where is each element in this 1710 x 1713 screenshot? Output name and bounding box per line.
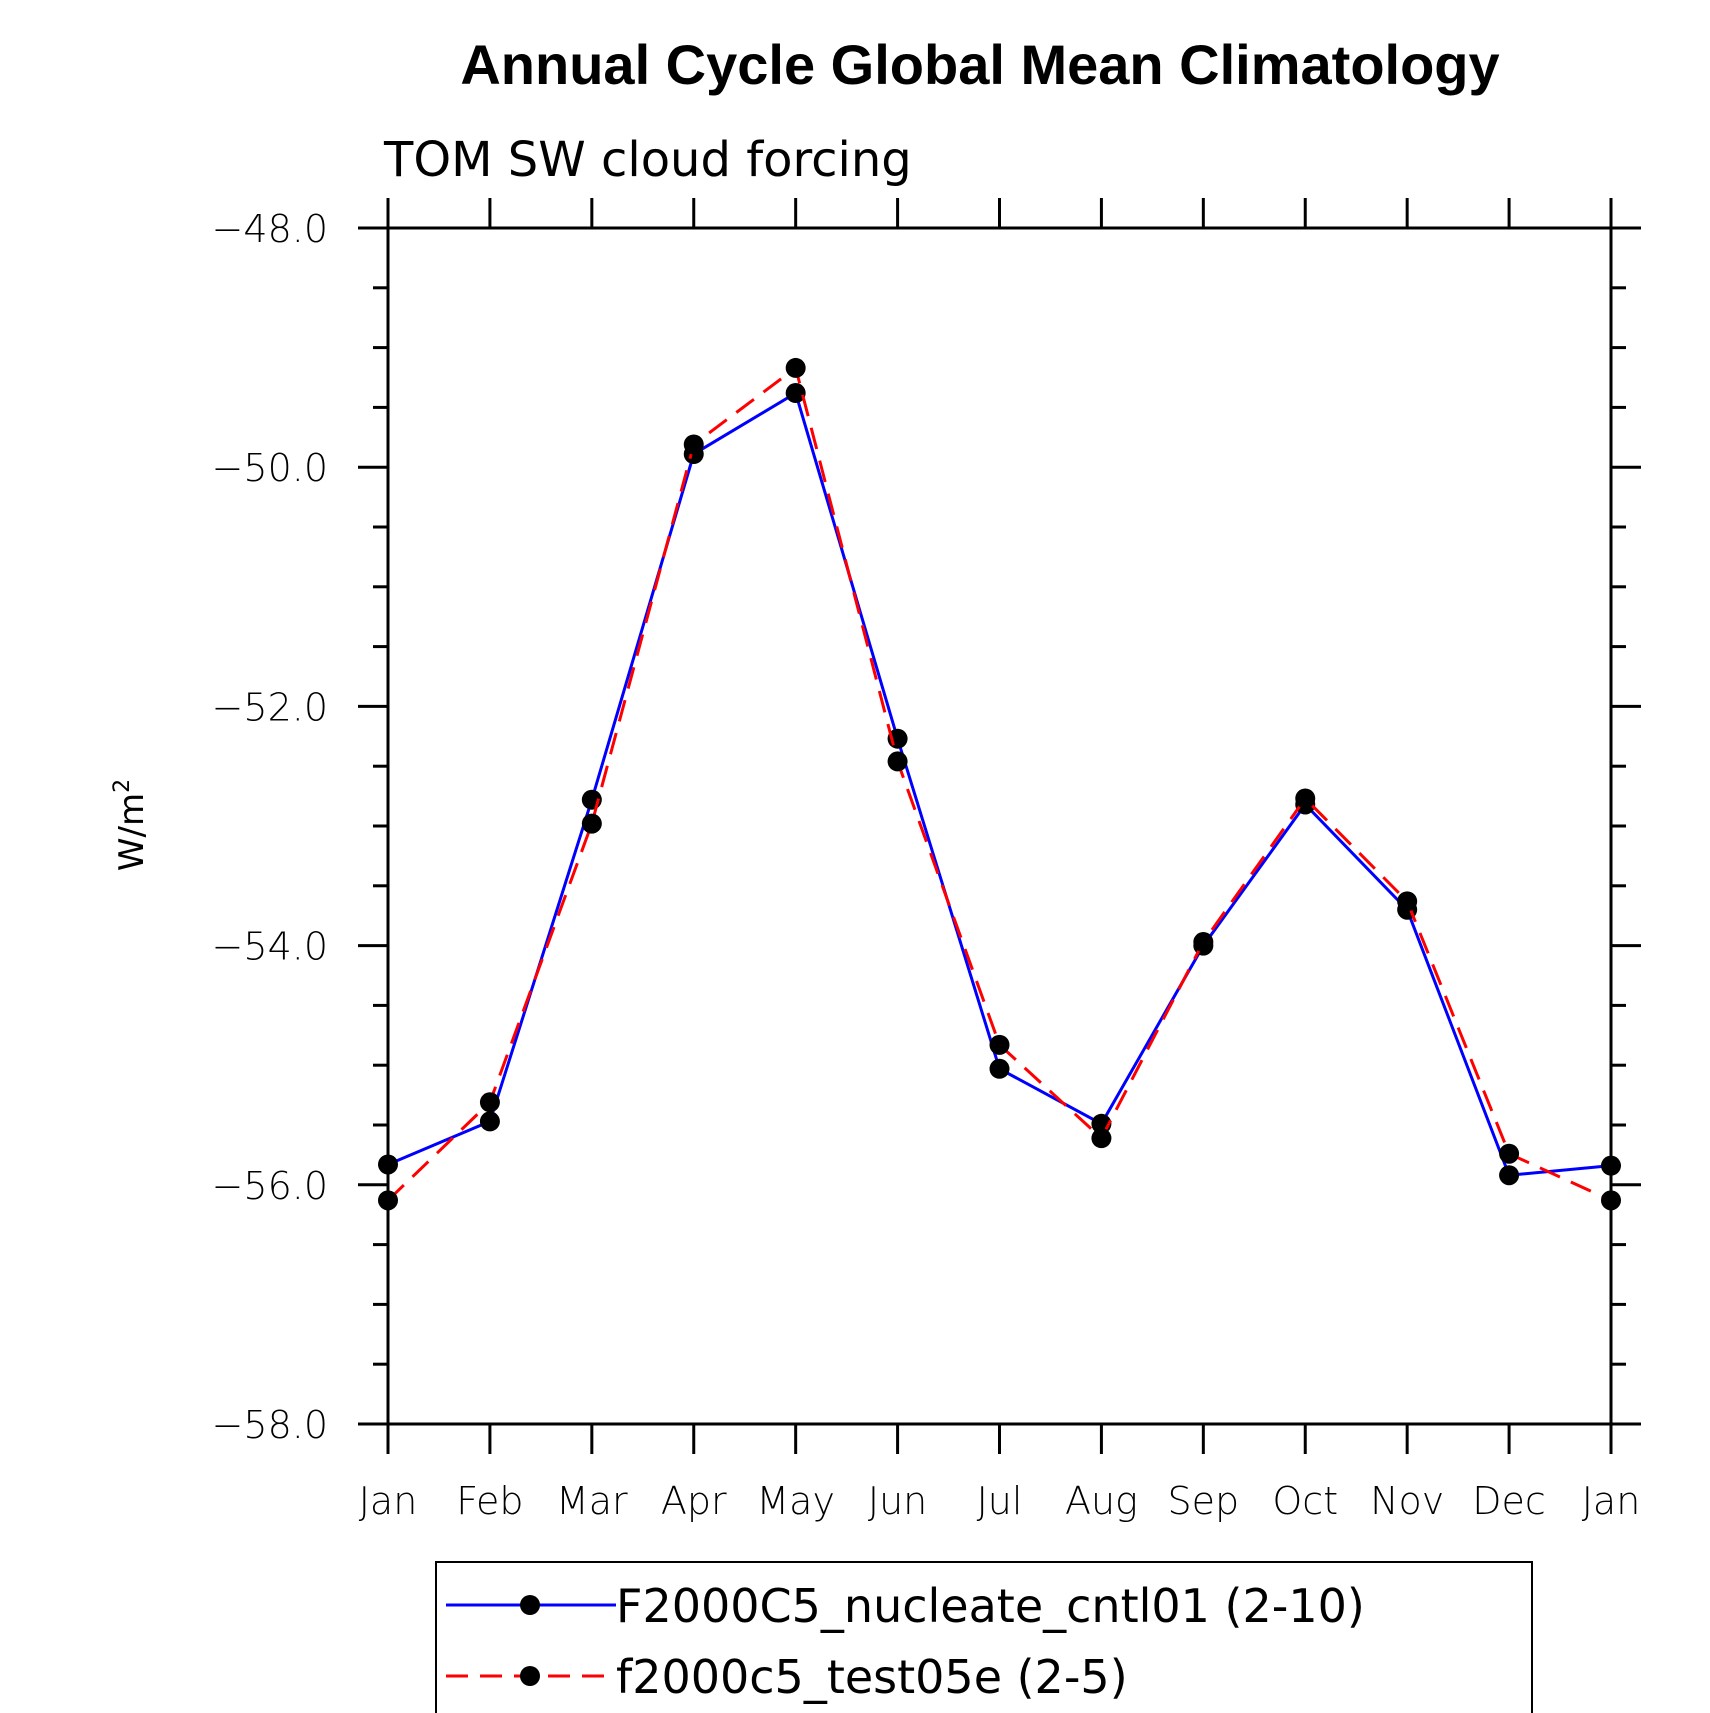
y-tick-label: −56.0 <box>212 1164 328 1208</box>
x-tick-label: Feb <box>456 1479 523 1523</box>
series-layer <box>378 357 1621 1211</box>
x-tick-label: Sep <box>1168 1479 1240 1523</box>
y-tick-label: −54.0 <box>212 925 328 969</box>
x-tick-label: Apr <box>661 1479 727 1523</box>
series-2-point <box>887 751 908 772</box>
series-2-point <box>1397 891 1418 912</box>
x-tick-label: Jan <box>1582 1479 1641 1523</box>
series-2-point <box>1091 1128 1112 1149</box>
chart-title: Annual Cycle Global Mean Climatology <box>460 33 1499 96</box>
x-tick-label: May <box>756 1479 835 1523</box>
series-1 <box>378 383 1621 1186</box>
x-tick-label: Jul <box>977 1479 1023 1523</box>
x-tick-label: Dec <box>1472 1479 1546 1523</box>
series-2-point <box>683 434 704 455</box>
x-tick-label: Nov <box>1370 1479 1444 1523</box>
legend-box <box>435 1561 1533 1713</box>
x-tick-labels: Jan Feb Mar Apr May Jun Jul Aug Sep Oct Nov Dec Jan <box>359 1479 1641 1523</box>
plot-frame <box>386 226 1613 1426</box>
series-2-point <box>1499 1143 1520 1164</box>
y-axis-label: W/m2 <box>110 779 152 871</box>
svg-text:W/m2: W/m2 <box>110 779 152 871</box>
series-2-point <box>989 1034 1010 1055</box>
x-tick-label: Aug <box>1065 1479 1138 1523</box>
x-tick-label: Mar <box>556 1479 628 1523</box>
y-axis-label-superscript: 2 <box>110 779 135 793</box>
legend-label-series-1: F2000C5_nucleate_cntl01 (2-10) <box>616 1579 1365 1633</box>
x-tick-label: Jun <box>868 1479 927 1523</box>
series-2-point <box>1193 932 1214 953</box>
series-2-point <box>581 813 602 834</box>
axis-ticks <box>358 198 1641 1454</box>
legend: F2000C5_nucleate_cntl01 (2-10) f2000c5_t… <box>435 1561 1533 1713</box>
series-1-point <box>785 383 806 404</box>
y-tick-label: −58.0 <box>212 1403 328 1447</box>
legend-marker-series-2 <box>520 1666 540 1686</box>
y-tick-label: −52.0 <box>212 685 328 729</box>
series-1-point <box>479 1111 500 1132</box>
legend-label-series-2: f2000c5_test05e (2-5) <box>616 1650 1128 1704</box>
y-tick-label: −50.0 <box>212 446 328 490</box>
series-1-point <box>1499 1165 1520 1186</box>
y-tick-label: −48.0 <box>212 207 328 251</box>
y-tick-labels: −48.0 −50.0 −52.0 −54.0 −56.0 −58.0 <box>212 207 328 1447</box>
series-2-point <box>479 1092 500 1113</box>
legend-marker-series-1 <box>520 1595 540 1615</box>
series-2 <box>378 357 1621 1211</box>
series-1-point <box>989 1058 1010 1079</box>
chart-subtitle: TOM SW cloud forcing <box>383 132 912 188</box>
series-2-point <box>785 357 806 378</box>
series-1-line <box>387 390 1612 1177</box>
x-tick-label: Oct <box>1272 1479 1338 1523</box>
y-axis-label-base: W/m <box>112 793 152 871</box>
x-tick-label: Jan <box>359 1479 418 1523</box>
series-2-point <box>1295 788 1316 809</box>
